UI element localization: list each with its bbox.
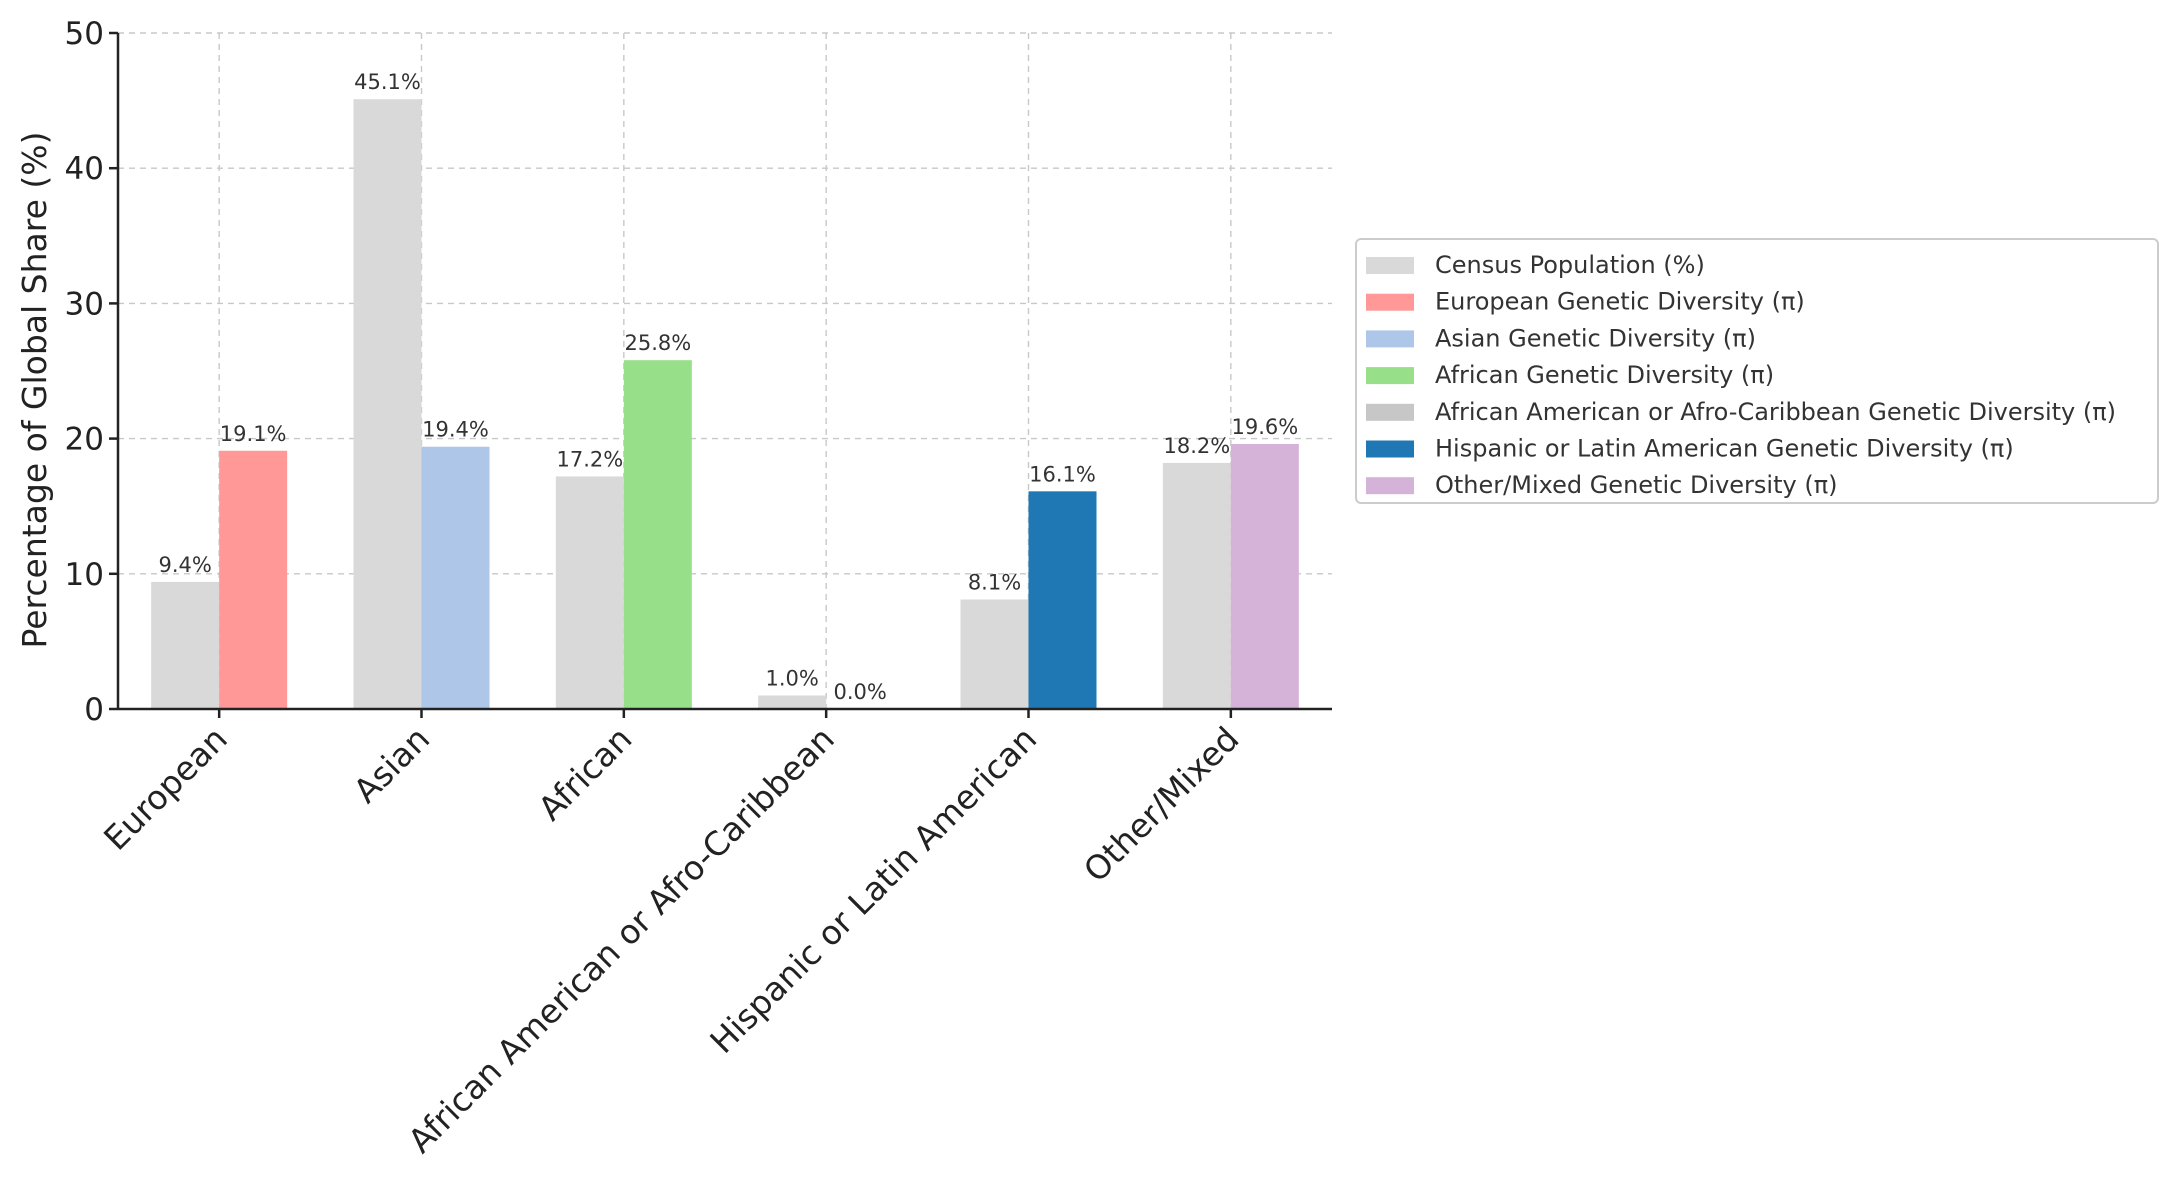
axes-layer xyxy=(109,31,1332,718)
legend-swatch xyxy=(1366,257,1414,274)
grid-layer xyxy=(118,32,1332,709)
legend-swatch xyxy=(1366,367,1414,385)
legend-entry-label: Other/Mixed Genetic Diversity (π) xyxy=(1435,471,1838,499)
legend-entry-label: Asian Genetic Diversity (π) xyxy=(1435,324,1756,352)
y-tick-label: 40 xyxy=(65,151,104,187)
diversity-bar xyxy=(623,360,692,709)
census-bar xyxy=(353,99,422,710)
diversity-data-label: 19.4% xyxy=(422,418,489,442)
y-tick-label: 50 xyxy=(65,16,104,52)
census-data-label: 8.1% xyxy=(968,570,1021,594)
census-data-label: 18.2% xyxy=(1163,434,1230,458)
y-tick-label: 0 xyxy=(84,692,104,728)
legend-entry-label: Census Population (%) xyxy=(1435,251,1705,279)
census-bar xyxy=(555,476,624,709)
x-tick-label: African xyxy=(531,719,640,828)
diversity-bar xyxy=(421,446,490,709)
x-tick-label: Asian xyxy=(346,719,437,810)
diversity-data-label: 25.8% xyxy=(624,331,691,355)
y-tick-label: 10 xyxy=(65,557,104,593)
census-data-label: 17.2% xyxy=(556,447,623,471)
legend-swatch xyxy=(1366,477,1414,495)
diversity-data-label: 16.1% xyxy=(1029,462,1096,486)
census-bar xyxy=(1162,462,1231,709)
y-tick-label: 20 xyxy=(65,422,104,458)
legend-swatch xyxy=(1366,440,1414,458)
census-bar xyxy=(151,581,220,709)
census-bar xyxy=(758,695,827,709)
legend-swatch xyxy=(1366,330,1414,348)
census-data-label: 45.1% xyxy=(354,70,421,94)
y-tick-label: 30 xyxy=(65,286,104,322)
legend-frame xyxy=(1355,238,2159,504)
legend-entry-label: African Genetic Diversity (π) xyxy=(1435,361,1774,389)
legend-entry-label: Hispanic or Latin American Genetic Diver… xyxy=(1435,435,2014,463)
y-axis-label: Percentage of Global Share (%) xyxy=(15,131,54,648)
x-tick-label: Hispanic or Latin American xyxy=(702,719,1044,1061)
x-tick-label: Other/Mixed xyxy=(1076,719,1247,890)
bars-layer xyxy=(151,99,1299,710)
diversity-data-label: 0.0% xyxy=(833,680,886,704)
legend-swatch xyxy=(1366,403,1414,421)
diversity-bar xyxy=(219,450,288,709)
x-tick-label: European xyxy=(96,719,235,858)
legend-entry-label: African American or Afro-Caribbean Genet… xyxy=(1435,398,2116,426)
census-bar xyxy=(960,599,1029,709)
census-data-label: 1.0% xyxy=(765,666,818,690)
diversity-data-label: 19.6% xyxy=(1231,415,1298,439)
diversity-data-label: 19.1% xyxy=(220,422,287,446)
census-data-label: 9.4% xyxy=(158,553,211,577)
legend-swatch xyxy=(1366,293,1414,311)
x-tick-label: African American or Afro-Caribbean xyxy=(400,719,841,1160)
legend-entry-label: European Genetic Diversity (π) xyxy=(1435,288,1805,316)
legend: Census Population (%) European Genetic Di… xyxy=(1355,238,2159,504)
diversity-bar xyxy=(1230,444,1299,709)
diversity-bar xyxy=(1028,491,1097,709)
